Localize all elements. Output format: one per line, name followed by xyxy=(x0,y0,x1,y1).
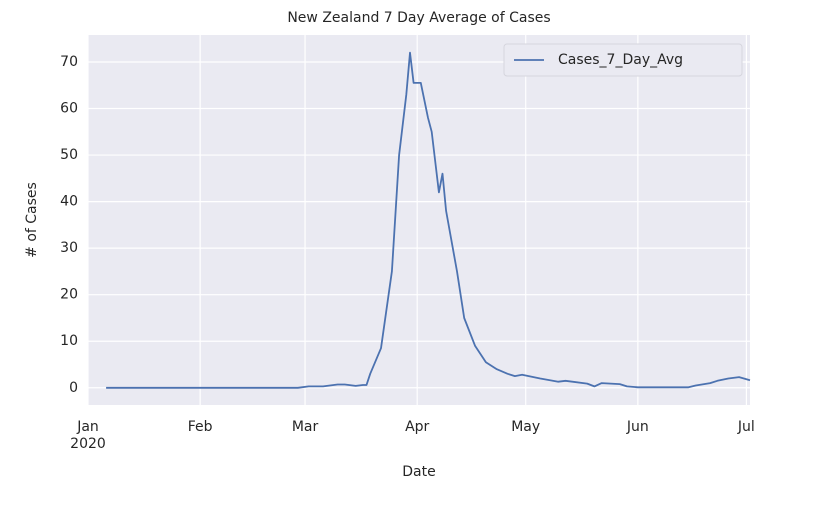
y-tick-label: 20 xyxy=(60,287,78,303)
x-tick-label: Apr xyxy=(405,419,430,435)
y-tick-label: 0 xyxy=(69,380,78,396)
plot-area xyxy=(88,35,750,405)
y-tick-label: 30 xyxy=(60,240,78,256)
x-tick-label: Jan 2020 xyxy=(70,419,106,452)
y-tick-label: 60 xyxy=(60,101,78,117)
x-tick-label: Mar xyxy=(291,419,319,435)
x-tick-label: Feb xyxy=(187,419,213,435)
y-axis-label: # of Cases xyxy=(24,182,40,258)
x-tick-label: May xyxy=(511,419,541,435)
legend-label: Cases_7_Day_Avg xyxy=(558,52,683,68)
x-tick-label: Jun xyxy=(626,419,649,435)
legend-box xyxy=(503,43,743,77)
y-tick-label: 10 xyxy=(60,333,78,349)
y-tick-label: 70 xyxy=(60,54,78,70)
x-tick-label: Jul xyxy=(737,419,755,435)
chart-title: New Zealand 7 Day Average of Cases xyxy=(287,10,550,26)
data-line xyxy=(106,51,751,389)
x-axis-label: Date xyxy=(402,464,435,480)
y-tick-label: 40 xyxy=(60,194,78,210)
y-tick-label: 50 xyxy=(60,147,78,163)
